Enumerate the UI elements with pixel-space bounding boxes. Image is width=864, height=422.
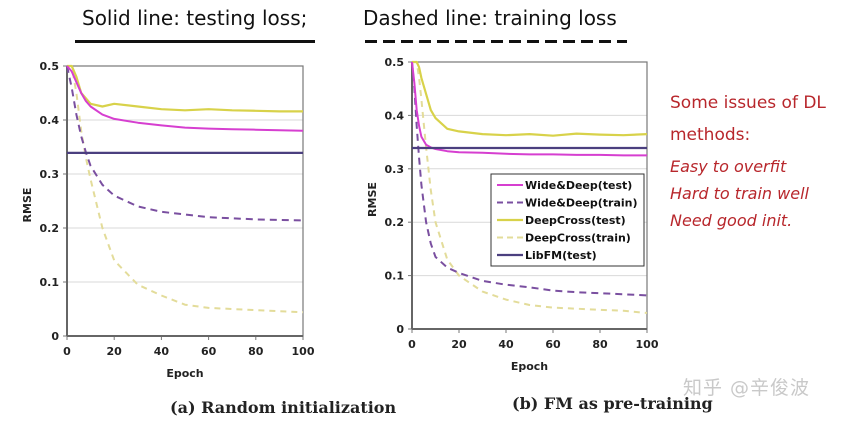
solid-line-heading: Solid line: testing loss; <box>82 6 308 30</box>
legend-label: Wide&Deep(test) <box>525 179 632 192</box>
y-tick-label: 0.4 <box>385 109 405 122</box>
x-tick-label: 80 <box>592 338 608 351</box>
legend: Wide&Deep(test) Wide&Deep(train) DeepCross… <box>490 173 645 267</box>
x-tick-label: 100 <box>292 345 315 358</box>
x-tick-label: 0 <box>408 338 416 351</box>
chart-fm-pretraining: 0 0.1 0.2 0.3 0.4 0.5 0 20 40 60 80 100 Epoch RMSE (b)… <box>366 56 713 413</box>
note-item: Easy to overfit <box>670 157 787 176</box>
x-tick-label: 60 <box>545 338 561 351</box>
y-tick-label: 0 <box>51 330 59 343</box>
series-line-wide-deep-test <box>411 61 647 157</box>
y-tick-label: 0 <box>396 323 404 336</box>
notes-title-line1: Some issues of DL <box>670 93 826 113</box>
dashed-line-sample <box>365 40 627 43</box>
series-line-deepcross-train <box>67 65 304 314</box>
x-tick-label: 20 <box>451 338 467 351</box>
y-tick-label: 0.3 <box>385 163 405 176</box>
legend-label: DeepCross(train) <box>525 232 631 245</box>
y-tick-label: 0.3 <box>40 168 60 181</box>
y-axis-label: RMSE <box>21 188 34 223</box>
x-tick-label: 60 <box>201 345 217 358</box>
dashed-line-heading: Dashed line: training loss <box>363 6 617 30</box>
y-axis-label: RMSE <box>366 182 379 217</box>
y-tick-label: 0.2 <box>385 216 405 229</box>
chart-caption: (a) Random initialization <box>170 398 396 417</box>
x-axis-label: Epoch <box>511 360 548 373</box>
series-line-deepcross-test <box>412 60 648 137</box>
x-tick-label: 40 <box>498 338 514 351</box>
y-tick-label: 0.2 <box>40 222 60 235</box>
solid-line-sample <box>75 40 315 43</box>
y-tick-label: 0.1 <box>40 276 60 289</box>
note-item: Need good init. <box>670 211 793 230</box>
notes-title-line2: methods: <box>670 125 751 145</box>
x-tick-label: 40 <box>154 345 170 358</box>
series-line-wide-deep-train <box>411 61 648 297</box>
x-axis-label: Epoch <box>166 367 203 380</box>
series-line-wide-deep-test <box>66 65 304 132</box>
legend-label: Wide&Deep(train) <box>525 197 638 210</box>
note-item: Hard to train well <box>670 184 809 203</box>
x-tick-label: 20 <box>107 345 123 358</box>
series-line-deepcross-test <box>67 64 303 113</box>
y-tick-label: 0.5 <box>385 56 405 69</box>
y-tick-label: 0.5 <box>40 60 60 73</box>
x-tick-label: 100 <box>636 338 659 351</box>
watermark: 知乎 @辛俊波 <box>683 377 811 399</box>
series-line-deepcross-train <box>412 61 648 314</box>
legend-label: LibFM(test) <box>525 249 597 262</box>
legend-label: DeepCross(test) <box>525 214 626 227</box>
chart-random-init: 0 0.1 0.2 0.3 0.4 0.5 0 20 40 60 80 100 Epoch RMSE (a)… <box>21 60 396 417</box>
x-tick-label: 0 <box>63 345 71 358</box>
chart-caption: (b) FM as pre-training <box>512 394 713 413</box>
series-line-wide-deep-train <box>66 65 304 222</box>
y-tick-label: 0.1 <box>385 270 405 283</box>
x-tick-label: 80 <box>248 345 264 358</box>
y-tick-label: 0.4 <box>40 114 60 127</box>
